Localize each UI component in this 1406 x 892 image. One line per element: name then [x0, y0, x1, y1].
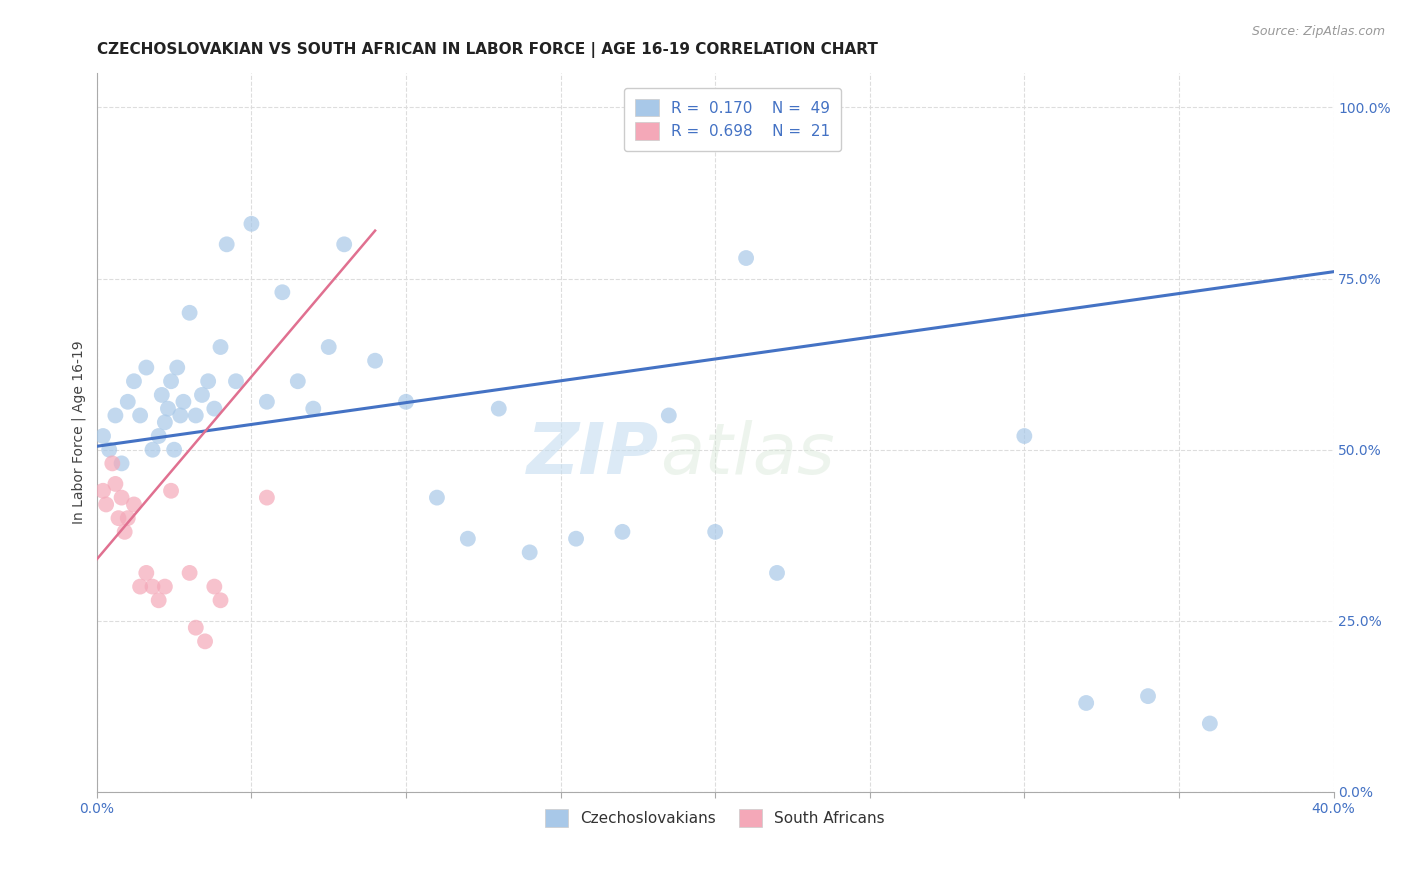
Point — [135, 360, 157, 375]
Point — [194, 634, 217, 648]
Point — [256, 491, 278, 505]
Point — [191, 388, 214, 402]
Point — [1137, 689, 1160, 703]
Point — [209, 340, 232, 354]
Point — [240, 217, 263, 231]
Point — [122, 498, 145, 512]
Point — [766, 566, 789, 580]
Point — [488, 401, 510, 416]
Point — [150, 388, 173, 402]
Point — [271, 285, 294, 300]
Point — [91, 483, 114, 498]
Point — [141, 580, 163, 594]
Point — [735, 251, 758, 265]
Point — [457, 532, 479, 546]
Point — [202, 580, 225, 594]
Point — [153, 415, 176, 429]
Point — [135, 566, 157, 580]
Point — [179, 566, 201, 580]
Point — [318, 340, 340, 354]
Point — [612, 524, 634, 539]
Point — [1198, 716, 1220, 731]
Point — [148, 429, 170, 443]
Point — [129, 409, 152, 423]
Point — [104, 409, 127, 423]
Point — [94, 498, 117, 512]
Point — [256, 394, 278, 409]
Legend: Czechoslovakians, South Africans: Czechoslovakians, South Africans — [537, 802, 893, 835]
Point — [302, 401, 325, 416]
Point — [166, 360, 188, 375]
Text: ZIP: ZIP — [527, 419, 659, 489]
Point — [184, 621, 207, 635]
Point — [169, 409, 191, 423]
Point — [101, 456, 124, 470]
Point — [333, 237, 356, 252]
Point — [122, 374, 145, 388]
Point — [172, 394, 194, 409]
Point — [202, 401, 225, 416]
Point — [91, 429, 114, 443]
Point — [98, 442, 121, 457]
Point — [1014, 429, 1036, 443]
Point — [117, 394, 139, 409]
Point — [565, 532, 588, 546]
Point — [704, 524, 727, 539]
Point — [156, 401, 179, 416]
Point — [107, 511, 129, 525]
Text: CZECHOSLOVAKIAN VS SOUTH AFRICAN IN LABOR FORCE | AGE 16-19 CORRELATION CHART: CZECHOSLOVAKIAN VS SOUTH AFRICAN IN LABO… — [97, 42, 877, 58]
Point — [287, 374, 309, 388]
Point — [184, 409, 207, 423]
Point — [160, 374, 183, 388]
Point — [197, 374, 219, 388]
Point — [519, 545, 541, 559]
Point — [209, 593, 232, 607]
Point — [110, 456, 132, 470]
Point — [141, 442, 163, 457]
Point — [148, 593, 170, 607]
Point — [110, 491, 132, 505]
Point — [104, 477, 127, 491]
Point — [153, 580, 176, 594]
Y-axis label: In Labor Force | Age 16-19: In Labor Force | Age 16-19 — [72, 341, 86, 524]
Point — [225, 374, 247, 388]
Text: atlas: atlas — [659, 419, 834, 489]
Point — [179, 306, 201, 320]
Point — [129, 580, 152, 594]
Text: Source: ZipAtlas.com: Source: ZipAtlas.com — [1251, 25, 1385, 38]
Point — [114, 524, 136, 539]
Point — [215, 237, 238, 252]
Point — [658, 409, 681, 423]
Point — [160, 483, 183, 498]
Point — [117, 511, 139, 525]
Point — [364, 353, 387, 368]
Point — [1076, 696, 1098, 710]
Point — [395, 394, 418, 409]
Point — [426, 491, 449, 505]
Point — [163, 442, 186, 457]
